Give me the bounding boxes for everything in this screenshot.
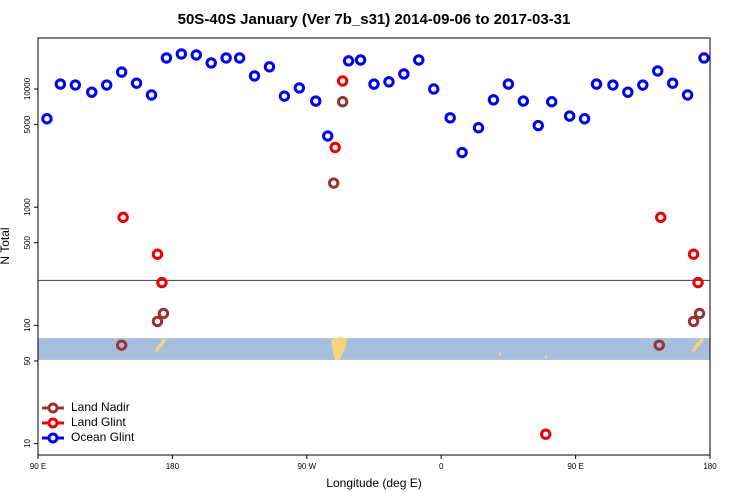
point (117, 211, 129, 224)
point (681, 89, 694, 101)
plot-area: 90 E 180 90 W 0 90 E 180 10 50 100 500 1000 5000 100… (23, 48, 717, 471)
point (517, 95, 530, 107)
point (100, 79, 113, 91)
point (692, 276, 704, 289)
point (578, 113, 591, 125)
point (354, 54, 367, 66)
point (687, 248, 700, 260)
y-tick-label: 100 (23, 318, 32, 332)
band (38, 338, 710, 360)
legend-marker (47, 417, 59, 429)
x-tick-label: 0 (439, 462, 444, 471)
point (156, 276, 168, 289)
point (54, 78, 67, 90)
legend-label: Land Glint (71, 415, 126, 429)
point (693, 307, 706, 320)
point (622, 86, 634, 98)
point (444, 112, 456, 124)
band-layer (38, 338, 710, 360)
y-tick-label: 50 (23, 356, 32, 365)
point (540, 428, 552, 440)
point (698, 52, 710, 64)
point (653, 339, 665, 351)
x-tick-label: 180 (703, 462, 717, 471)
point (278, 90, 291, 102)
point (456, 146, 468, 159)
point (157, 307, 170, 320)
point (310, 95, 322, 107)
point (151, 248, 164, 260)
legend-marker (47, 402, 59, 414)
point (69, 79, 82, 91)
point (607, 79, 619, 91)
x-tick-label: 90 E (567, 462, 583, 471)
point (546, 96, 558, 108)
x-tick-label: 90 E (30, 462, 46, 471)
point (336, 96, 349, 108)
point (687, 315, 700, 328)
point (329, 141, 341, 154)
point (637, 79, 649, 91)
point (666, 77, 679, 89)
point (41, 113, 53, 125)
point (190, 49, 202, 61)
legend-label: Land Nadir (71, 400, 130, 414)
y-tick-label: 5000 (23, 115, 32, 133)
point (151, 315, 164, 328)
x-axis-label: Longitude (deg E) (326, 476, 421, 490)
y-axis-label: N Total (0, 227, 12, 264)
land-silhouettes (154, 337, 704, 360)
chart-title: 50S-40S January (Ver 7b_s31) 2014-09-06 … (178, 11, 571, 28)
point (248, 70, 261, 82)
y-tick-label: 500 (23, 236, 32, 250)
y-tick-label: 10000 (23, 77, 32, 100)
point (327, 177, 340, 189)
point (368, 78, 380, 90)
point (115, 339, 128, 351)
point (563, 110, 576, 122)
point (263, 61, 276, 73)
point (652, 65, 664, 77)
point (220, 52, 232, 64)
point (398, 68, 410, 80)
point (130, 77, 143, 89)
point (160, 52, 173, 64)
point (472, 122, 485, 134)
point (502, 78, 515, 90)
point (115, 66, 128, 78)
point (205, 57, 217, 69)
point (86, 86, 98, 98)
point (655, 211, 667, 224)
point (336, 75, 349, 87)
point (383, 76, 395, 88)
legend-label: Ocean Glint (71, 430, 135, 444)
point (413, 54, 425, 66)
point (233, 52, 246, 64)
plot-frame (37, 37, 711, 456)
x-tick-label: 180 (166, 462, 180, 471)
point (532, 119, 544, 132)
point (487, 94, 500, 106)
point (322, 130, 334, 142)
legend-marker (47, 432, 59, 444)
point (175, 48, 188, 60)
point (428, 83, 440, 95)
point (145, 89, 158, 101)
point (342, 55, 355, 67)
x-tick-label: 90 W (297, 462, 316, 471)
y-tick-label: 1000 (23, 198, 32, 216)
point (293, 82, 306, 94)
y-tick-label: 10 (23, 439, 32, 448)
point (590, 78, 603, 90)
